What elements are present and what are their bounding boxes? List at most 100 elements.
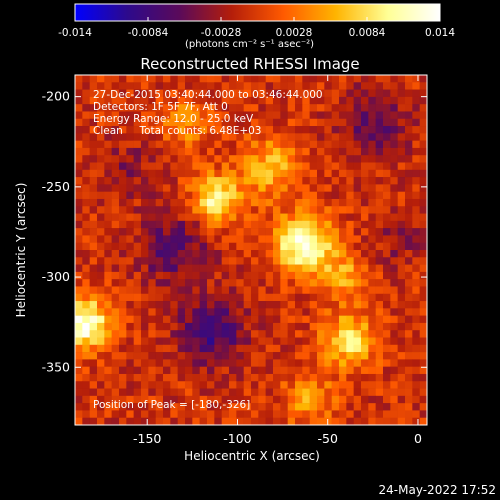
heatmap-cell: [295, 293, 303, 302]
heatmap-cell: [221, 279, 230, 287]
heatmap-cell: [89, 373, 98, 382]
heatmap-cell: [295, 104, 303, 112]
heatmap-cell: [111, 147, 120, 156]
heatmap-cell: [317, 344, 325, 353]
heatmap-cell: [111, 155, 120, 163]
heatmap-cell: [419, 191, 428, 200]
heatmap-cell: [243, 395, 252, 404]
heatmap-cell: [236, 395, 244, 404]
heatmap-cell: [405, 198, 413, 207]
heatmap-cell: [133, 220, 142, 229]
heatmap-cell: [141, 286, 149, 295]
heatmap-cell: [126, 301, 134, 309]
heatmap-cell: [287, 228, 296, 236]
heatmap-cell: [229, 89, 237, 98]
heatmap-cell: [339, 206, 347, 214]
heatmap-cell: [97, 220, 105, 229]
heatmap-cell: [111, 228, 120, 236]
heatmap-cell: [177, 315, 186, 324]
heatmap-cell: [82, 330, 90, 338]
heatmap-cell: [375, 147, 384, 156]
heatmap-cell: [177, 220, 186, 229]
heatmap-cell: [251, 417, 259, 426]
heatmap-cell: [361, 118, 369, 127]
heatmap-cell: [148, 352, 156, 360]
heatmap-cell: [119, 315, 127, 324]
heatmap-cell: [126, 140, 134, 149]
heatmap-cell: [141, 228, 149, 236]
heatmap-cell: [375, 191, 384, 200]
heatmap-cell: [346, 344, 354, 353]
heatmap-cell: [375, 220, 384, 229]
heatmap-cell: [265, 337, 274, 346]
heatmap-cell: [141, 388, 149, 397]
heatmap-cell: [207, 104, 215, 112]
heatmap-cell: [317, 359, 325, 367]
heatmap-cell: [280, 403, 288, 411]
heatmap-cell: [412, 126, 420, 134]
heatmap-cell: [346, 417, 354, 426]
heatmap-cell: [141, 366, 149, 375]
heatmap-cell: [265, 322, 274, 331]
heatmap-cell: [280, 75, 288, 83]
heatmap-cell: [155, 191, 164, 200]
heatmap-cell: [89, 264, 98, 273]
heatmap-cell: [214, 388, 222, 397]
heatmap-cell: [309, 213, 318, 222]
heatmap-cell: [163, 126, 171, 134]
heatmap-cell: [331, 89, 340, 98]
heatmap-cell: [207, 177, 215, 185]
heatmap-cell: [185, 308, 193, 316]
heatmap-cell: [104, 162, 112, 171]
heatmap-cell: [141, 191, 149, 200]
heatmap-cell: [155, 315, 164, 324]
heatmap-cell: [141, 322, 149, 331]
heatmap-cell: [419, 322, 428, 331]
heatmap-cell: [390, 359, 398, 367]
heatmap-cell: [229, 322, 237, 331]
heatmap-cell: [126, 330, 134, 338]
heatmap-cell: [339, 75, 347, 83]
heatmap-cell: [155, 279, 164, 287]
heatmap-cell: [185, 118, 193, 127]
heatmap-cell: [317, 235, 325, 244]
heatmap-cell: [375, 395, 384, 404]
heatmap-cell: [265, 89, 274, 98]
heatmap-cell: [280, 213, 288, 222]
heatmap-cell: [229, 169, 237, 178]
heatmap-cell: [155, 133, 164, 141]
heatmap-cell: [221, 308, 230, 316]
heatmap-cell: [361, 315, 369, 324]
heatmap-cell: [97, 250, 105, 258]
heatmap-cell: [104, 220, 112, 229]
heatmap-cell: [236, 352, 244, 360]
heatmap-cell: [229, 228, 237, 236]
heatmap-cell: [383, 403, 391, 411]
heatmap-cell: [390, 184, 398, 192]
heatmap-cell: [236, 242, 244, 251]
heatmap-cell: [287, 388, 296, 397]
heatmap-cell: [104, 373, 112, 382]
heatmap-cell: [295, 155, 303, 163]
heatmap-cell: [287, 395, 296, 404]
heatmap-cell: [155, 198, 164, 207]
heatmap-cell: [97, 133, 105, 141]
heatmap-cell: [207, 286, 215, 295]
heatmap-cell: [339, 198, 347, 207]
heatmap-cell: [199, 293, 208, 302]
heatmap-cell: [82, 235, 90, 244]
heatmap-cell: [353, 191, 362, 200]
heatmap-cell: [141, 250, 149, 258]
heatmap-cell: [236, 191, 244, 200]
heatmap-cell: [229, 191, 237, 200]
heatmap-cell: [368, 344, 376, 353]
heatmap-cell: [361, 75, 369, 83]
heatmap-cell: [361, 220, 369, 229]
heatmap-cell: [280, 257, 288, 265]
heatmap-cell: [397, 293, 406, 302]
heatmap-cell: [251, 373, 259, 382]
heatmap-cell: [309, 352, 318, 360]
heatmap-cell: [141, 155, 149, 163]
heatmap-cell: [111, 126, 120, 134]
heatmap-cell: [302, 352, 310, 360]
